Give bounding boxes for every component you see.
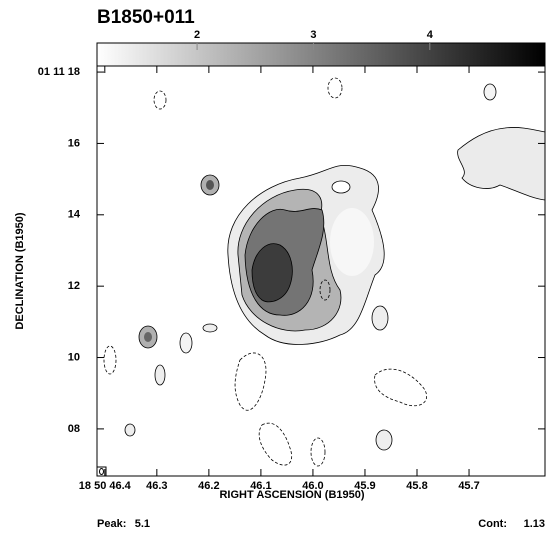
x-tick-label: 45.7 (458, 480, 479, 492)
y-tick-label: 14 (68, 209, 81, 221)
plot-frame (96, 65, 546, 477)
chart-title: B1850+011 (97, 7, 195, 28)
y-tick-label: 01 11 18 (38, 66, 80, 78)
y-tick-label: 08 (68, 423, 80, 435)
y-axis-label: DECLINATION (B1950) (14, 212, 26, 329)
x-axis-label: RIGHT ASCENSION (B1950) (219, 489, 364, 501)
x-tick-label: 45.9 (354, 480, 375, 492)
x-tick-label: 46.1 (250, 480, 271, 492)
cont-label: Cont: (478, 518, 507, 530)
colorbar-tick-label: 2 (194, 29, 200, 41)
colorbar-tick-label: 4 (427, 29, 434, 41)
x-tick-label: 46.2 (198, 480, 219, 492)
y-tick-label: 10 (68, 351, 80, 363)
y-tick-label: 12 (68, 280, 80, 292)
colorbar-tick-label: 3 (310, 29, 316, 41)
x-tick-label: 46.0 (302, 480, 323, 492)
beam (99, 468, 104, 475)
x-tick-label: 46.3 (146, 480, 167, 492)
x-tick-label: 18 50 46.4 (79, 480, 132, 492)
emission-map (103, 77, 546, 467)
cont-value: 1.13 (524, 518, 545, 530)
y-tick-label: 16 (68, 137, 80, 149)
peak-value: 5.1 (135, 518, 150, 530)
x-tick-label: 45.8 (406, 480, 427, 492)
colorbar (96, 42, 546, 67)
peak-label: Peak: (97, 518, 126, 530)
